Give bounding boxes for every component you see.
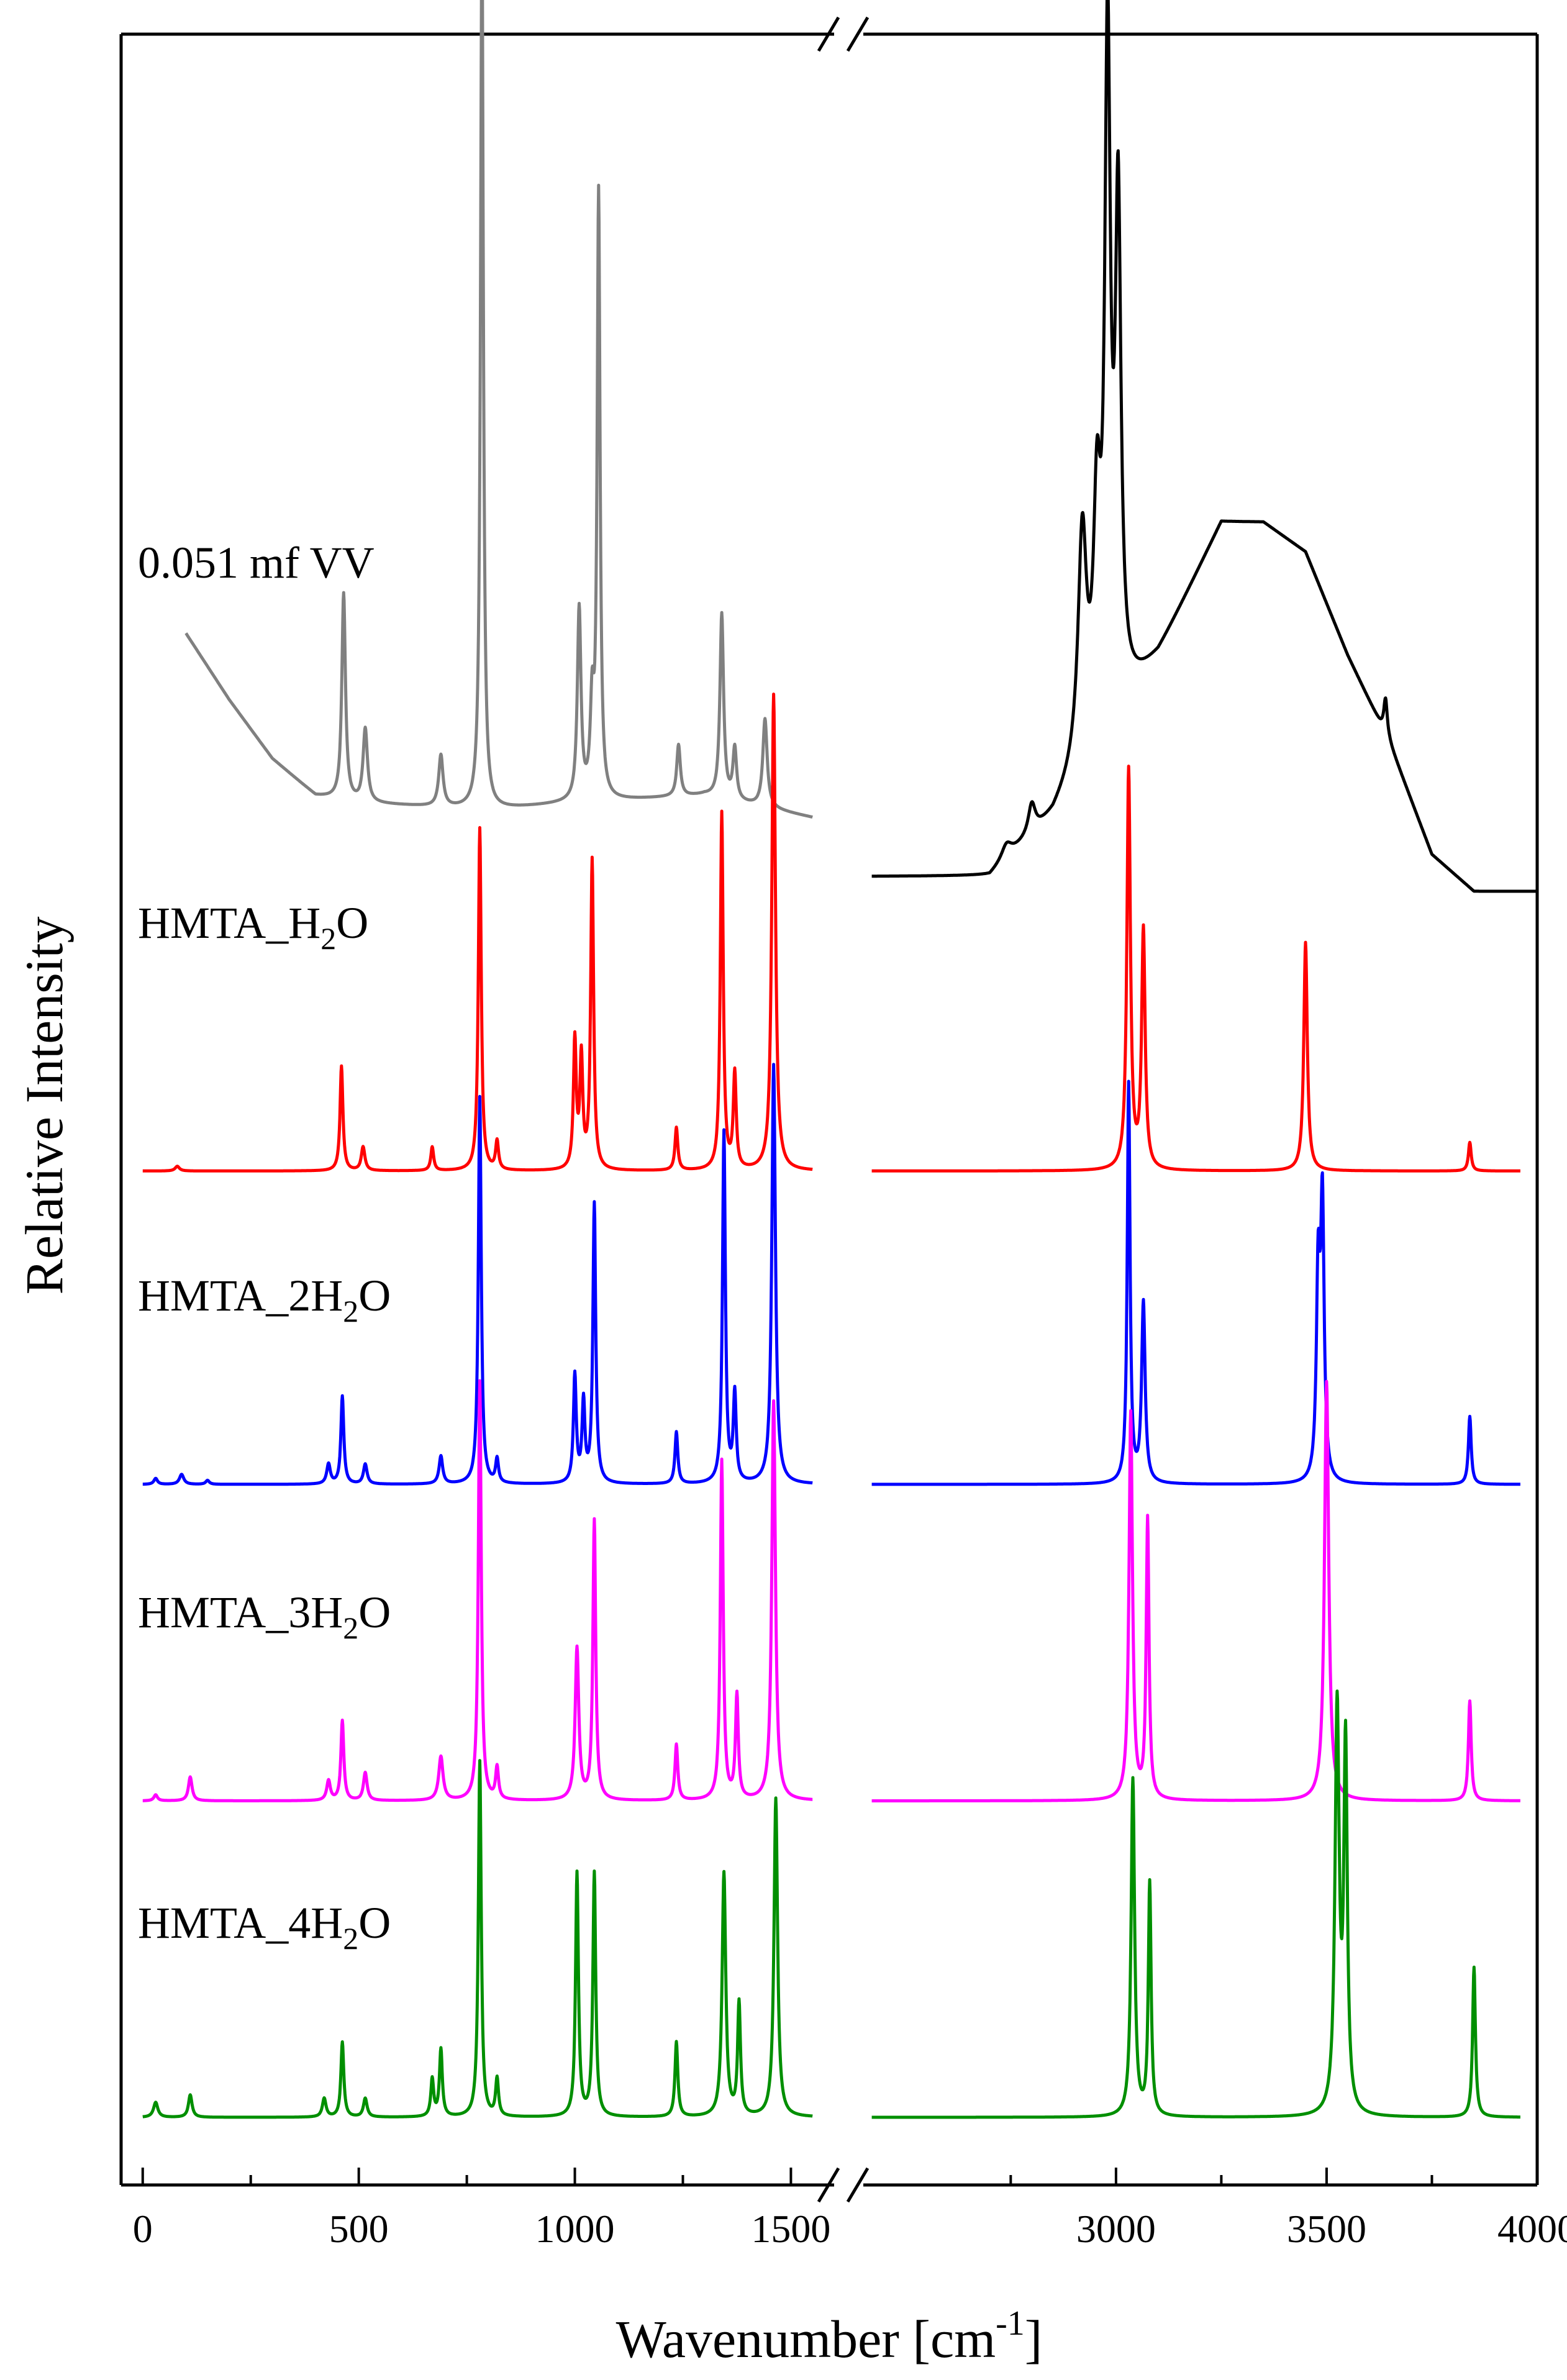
x-tick-label: 0 bbox=[133, 2207, 153, 2251]
x-tick-label: 4000 bbox=[1497, 2207, 1567, 2251]
spectrum-line-high bbox=[870, 765, 1522, 1173]
series-labels: 0.051 mf VV HMTA_H2O HMTA_2H2O HMTA_3H2O HMT… bbox=[138, 538, 391, 1956]
x-tick-label: 1000 bbox=[535, 2207, 615, 2251]
spectrum-line-low bbox=[142, 1379, 814, 1802]
x-tick-label: 3500 bbox=[1287, 2207, 1366, 2251]
y-axis-title: Relative Intensity bbox=[14, 916, 74, 1294]
spectrum-line-low bbox=[142, 693, 814, 1173]
spectrum-line-low bbox=[142, 1063, 814, 1486]
spectrum-line-high bbox=[870, 1689, 1522, 2119]
axis-break-bottom bbox=[817, 2167, 870, 2203]
plot-frame bbox=[119, 16, 1539, 2203]
series-HMTA_3H2O bbox=[142, 1379, 1522, 1802]
series-HMTA_H2O bbox=[142, 693, 1522, 1173]
spectrum-line-high bbox=[870, 0, 1538, 893]
spectrum-line-low bbox=[184, 0, 814, 819]
spectrum-line-low bbox=[142, 1759, 814, 2119]
spectrum-line-high bbox=[870, 1079, 1522, 1486]
spectrum-line-high bbox=[870, 1379, 1522, 1802]
series-label: HMTA_2H2O bbox=[138, 1271, 391, 1329]
series-label: HMTA_3H2O bbox=[138, 1587, 391, 1645]
x-axis-title: Wavenumber [cm-1] bbox=[616, 2304, 1043, 2369]
x-ticks: 0 500 1000 1500 3000 3500 4000 bbox=[133, 2168, 1567, 2251]
series-label: HMTA_H2O bbox=[138, 898, 368, 956]
x-tick-label: 3000 bbox=[1076, 2207, 1156, 2251]
x-tick-label: 500 bbox=[329, 2207, 389, 2251]
axis-break-top bbox=[817, 16, 870, 52]
series-label: HMTA_4H2O bbox=[138, 1898, 391, 1956]
series-0.051 mf VV bbox=[184, 0, 1538, 893]
series-HMTA_4H2O bbox=[142, 1689, 1522, 2119]
series-label: 0.051 mf VV bbox=[138, 538, 375, 588]
series-HMTA_2H2O bbox=[142, 1063, 1522, 1486]
series-layer bbox=[142, 0, 1538, 2119]
x-tick-label: 1500 bbox=[751, 2207, 830, 2251]
